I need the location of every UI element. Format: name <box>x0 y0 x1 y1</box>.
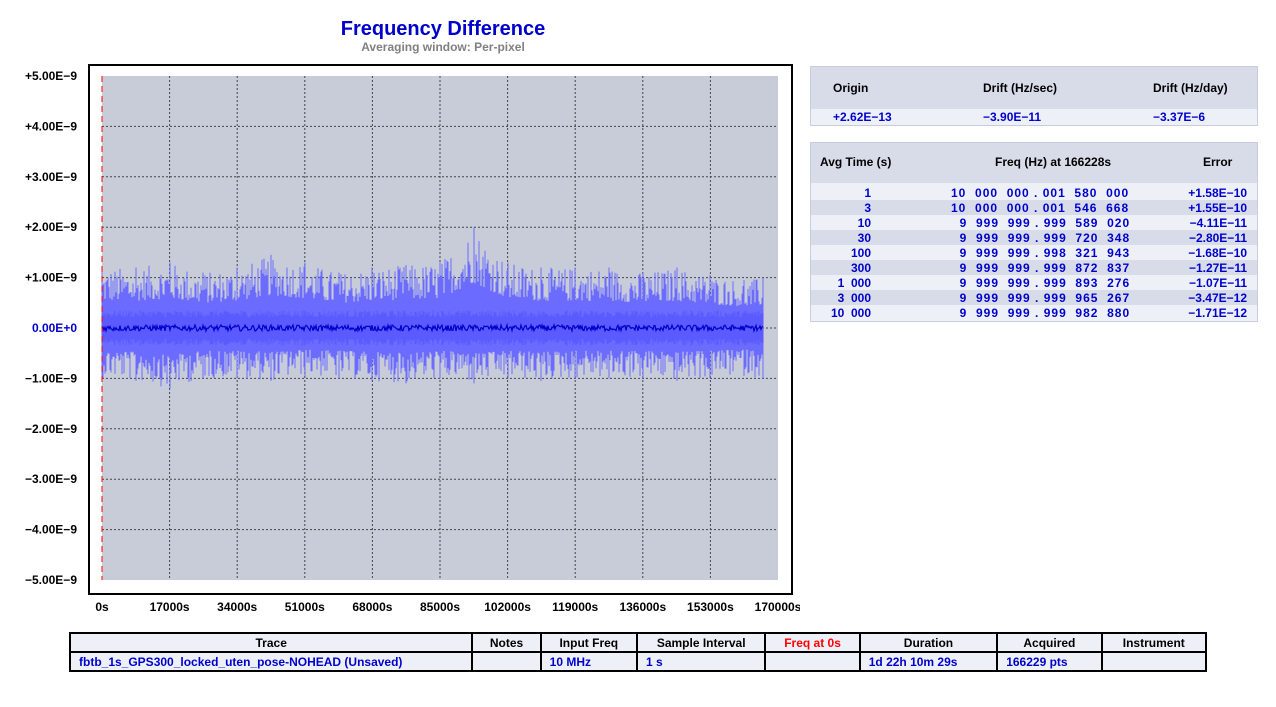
avg-time-cell: 1 <box>864 186 871 200</box>
y-tick-label: −3.00E−9 <box>25 472 77 486</box>
y-tick-label: −2.00E−9 <box>25 422 77 436</box>
trace-instrument[interactable] <box>1100 651 1208 672</box>
avg-freq-cell: 9 999 999 . 998 321 943 <box>951 246 1131 260</box>
avg-header-freq: Freq (Hz) at 166228s <box>995 155 1112 169</box>
series-group <box>101 76 764 580</box>
avg-row: 30 9 999 999 . 999 720 348 −2.80E−11 <box>811 230 1257 245</box>
y-tick-label: +4.00E−9 <box>25 119 77 133</box>
x-tick-label: 170000s <box>755 600 800 614</box>
avg-error-cell: −1.71E−12 <box>1188 306 1247 320</box>
drift-header-hz-sec: Drift (Hz/sec) <box>983 81 1058 95</box>
trace-sample-interval: 1 s <box>635 651 767 672</box>
col-notes[interactable]: Notes <box>471 632 542 653</box>
x-tick-label: 85000s <box>420 600 460 614</box>
chart-subtitle: Averaging window: Per-pixel <box>361 40 525 54</box>
y-tick-label: +3.00E−9 <box>25 170 77 184</box>
x-tick-label: 17000s <box>150 600 190 614</box>
y-tick-label: −1.00E−9 <box>25 371 77 385</box>
avg-time-cell: 3 <box>864 201 871 215</box>
trace-notes[interactable] <box>471 651 542 672</box>
chart-title: Frequency Difference <box>340 18 546 40</box>
drift-origin-value: +2.62E−13 <box>833 110 892 124</box>
col-sample-interval[interactable]: Sample Interval <box>635 632 767 653</box>
avg-freq-cell: 9 999 999 . 999 720 348 <box>951 231 1131 245</box>
avg-freq-cell: 9 999 999 . 999 965 267 <box>951 291 1131 305</box>
series-average <box>101 322 764 334</box>
drift-hz-sec-value: −3.90E−11 <box>983 110 1042 124</box>
avg-time-cell: 100 <box>850 246 871 260</box>
x-tick-label: 153000s <box>687 600 734 614</box>
avg-row: 10 9 999 999 . 999 589 020 −4.11E−11 <box>811 215 1257 230</box>
avg-row: 1 10 000 000 . 001 580 000 +1.58E−10 <box>811 185 1257 200</box>
avg-error-cell: −1.27E−11 <box>1188 261 1247 275</box>
avg-row: 3 10 000 000 . 001 546 668 +1.55E−10 <box>811 200 1257 215</box>
avg-freq-cell: 9 999 999 . 999 872 837 <box>951 261 1131 275</box>
avg-row: 300 9 999 999 . 999 872 837 −1.27E−11 <box>811 260 1257 275</box>
y-tick-label: 0.00E+0 <box>32 321 77 335</box>
x-tick-label: 51000s <box>285 600 325 614</box>
averaging-rows: 1 10 000 000 . 001 580 000 +1.58E−10 3 10 00… <box>811 185 1257 320</box>
trace-freq-at-0s <box>764 651 861 672</box>
drift-panel: Origin Drift (Hz/sec) Drift (Hz/day) +2.… <box>810 66 1258 126</box>
avg-time-cell: 30 <box>857 231 871 245</box>
drift-values: +2.62E−13 −3.90E−11 −3.37E−6 <box>811 109 1257 124</box>
col-duration[interactable]: Duration <box>858 632 999 653</box>
col-acquired[interactable]: Acquired <box>996 632 1103 653</box>
y-tick-label: +2.00E−9 <box>25 220 77 234</box>
avg-error-cell: +1.58E−10 <box>1188 186 1247 200</box>
avg-freq-cell: 9 999 999 . 999 893 276 <box>951 276 1131 290</box>
avg-row: 1 000 9 999 999 . 999 893 276 −1.07E−11 <box>811 275 1257 290</box>
y-tick-label: +5.00E−9 <box>25 69 77 83</box>
trace-acquired: 166229 pts <box>996 651 1103 672</box>
avg-error-cell: −3.47E−12 <box>1188 291 1247 305</box>
avg-freq-cell: 9 999 999 . 999 589 020 <box>951 216 1131 230</box>
x-tick-label: 119000s <box>552 600 598 614</box>
averaging-panel: Avg Time (s) Freq (Hz) at 166228s Error … <box>810 142 1258 322</box>
avg-freq-cell: 10 000 000 . 001 546 668 <box>951 201 1130 215</box>
avg-time-cell: 3 000 <box>837 291 871 305</box>
avg-row: 10 000 9 999 999 . 999 982 880 −1.71E−12 <box>811 305 1257 320</box>
drift-header-origin: Origin <box>833 81 869 95</box>
avg-error-cell: −1.07E−11 <box>1188 276 1247 290</box>
averaging-header: Avg Time (s) Freq (Hz) at 166228s Error <box>811 143 1257 183</box>
avg-error-cell: +1.55E−10 <box>1188 201 1247 215</box>
avg-freq-cell: 9 999 999 . 999 982 880 <box>951 306 1131 320</box>
x-tick-label: 0s <box>95 600 109 614</box>
trace-input-freq: 10 MHz <box>539 651 638 672</box>
x-tick-label: 34000s <box>217 600 257 614</box>
avg-header-error: Error <box>1203 155 1233 169</box>
col-freq-at-0s[interactable]: Freq at 0s <box>764 632 861 653</box>
y-axis-ticks: +5.00E−9 +4.00E−9 +3.00E−9 +2.00E−9 +1.00E−9… <box>25 69 77 587</box>
col-trace[interactable]: Trace <box>68 632 474 653</box>
x-tick-label: 102000s <box>484 600 531 614</box>
x-axis-ticks: 0s 17000s 34000s 51000s 68000s 85000s 102000s 1… <box>95 600 800 614</box>
avg-time-cell: 10 <box>857 216 871 230</box>
trace-duration: 1d 22h 10m 29s <box>858 651 999 672</box>
avg-time-cell: 1 000 <box>837 276 871 290</box>
trace-table: Trace Notes Input Freq Sample Interval F… <box>68 632 1208 672</box>
avg-time-cell: 10 000 <box>830 306 871 320</box>
avg-freq-cell: 10 000 000 . 001 580 000 <box>951 186 1130 200</box>
x-tick-label: 68000s <box>352 600 392 614</box>
y-tick-label: −5.00E−9 <box>25 573 77 587</box>
frequency-difference-chart[interactable]: +5.00E−9 +4.00E−9 +3.00E−9 +2.00E−9 +1.00E−9… <box>0 0 800 620</box>
col-input-freq[interactable]: Input Freq <box>539 632 638 653</box>
trace-row[interactable]: fbtb_1s_GPS300_locked_uten_pose-NOHEAD (… <box>68 651 1208 672</box>
drift-header-hz-day: Drift (Hz/day) <box>1153 81 1228 95</box>
avg-error-cell: −2.80E−11 <box>1188 231 1247 245</box>
avg-error-cell: −1.68E−10 <box>1188 246 1247 260</box>
drift-hz-day-value: −3.37E−6 <box>1153 110 1206 124</box>
drift-header: Origin Drift (Hz/sec) Drift (Hz/day) <box>811 67 1257 109</box>
x-tick-label: 136000s <box>619 600 666 614</box>
y-tick-label: −4.00E−9 <box>25 523 77 537</box>
trace-header-row: Trace Notes Input Freq Sample Interval F… <box>68 632 1208 653</box>
y-tick-label: +1.00E−9 <box>25 271 77 285</box>
avg-time-cell: 300 <box>850 261 871 275</box>
col-instrument[interactable]: Instrument <box>1100 632 1208 653</box>
avg-row: 100 9 999 999 . 998 321 943 −1.68E−10 <box>811 245 1257 260</box>
avg-header-time: Avg Time (s) <box>820 155 892 169</box>
avg-row: 3 000 9 999 999 . 999 965 267 −3.47E−12 <box>811 290 1257 305</box>
avg-error-cell: −4.11E−11 <box>1189 216 1247 230</box>
trace-name[interactable]: fbtb_1s_GPS300_locked_uten_pose-NOHEAD (… <box>68 651 474 672</box>
